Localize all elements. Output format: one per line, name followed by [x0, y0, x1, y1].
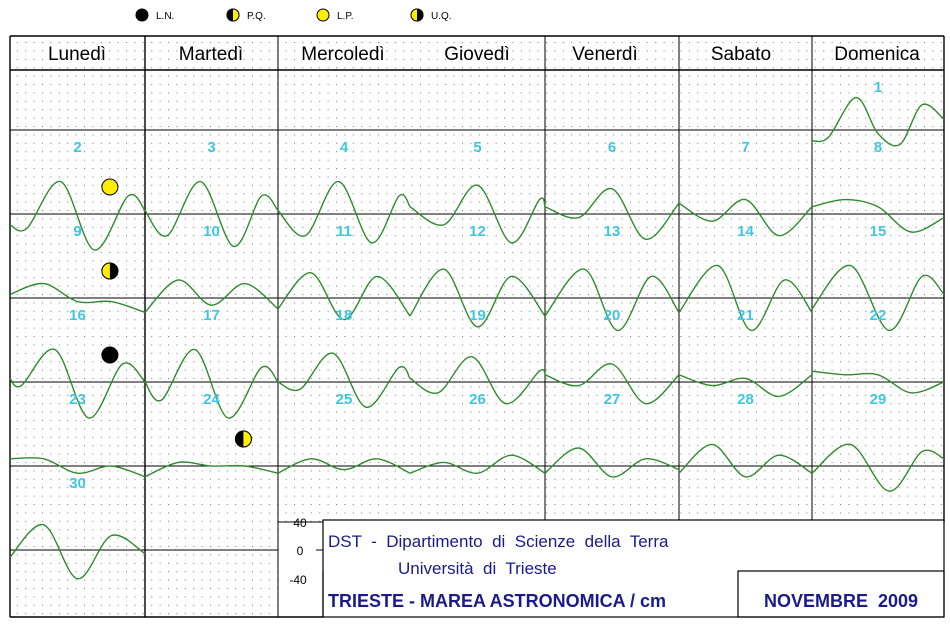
day-number-23: 23	[69, 391, 86, 408]
tide-curve-day-18	[277, 352, 411, 408]
weekday-venerdi: Venerdì	[572, 44, 638, 65]
tide-curve-day-14	[678, 264, 813, 332]
day-number-17: 17	[203, 307, 220, 324]
legend-label-last: U.Q.	[431, 11, 452, 22]
chart-title: TRIESTE - MAREA ASTRONOMICA / cm	[328, 591, 666, 611]
day-number-9: 9	[73, 223, 81, 240]
month-label: NOVEMBRE 2009	[764, 591, 918, 611]
day-number-6: 6	[608, 139, 616, 156]
tide-curve-day-9	[9, 282, 146, 314]
tide-curve-day-24	[144, 461, 279, 478]
day-number-24: 24	[203, 391, 220, 408]
tide-curve-day-29	[811, 443, 945, 492]
scale-label-top: 40	[293, 516, 307, 530]
day-number-2: 2	[73, 139, 81, 156]
tide-curve-day-19	[409, 356, 546, 405]
day-number-13: 13	[604, 223, 621, 240]
weekday-mercoledi: Mercoledì	[301, 44, 384, 65]
tide-curve-day-13	[544, 268, 680, 332]
tide-curve-day-30	[9, 524, 146, 580]
tide-curve-day-8	[811, 198, 945, 233]
moon-phase-day-24	[234, 430, 252, 448]
tide-curve-day-10	[144, 279, 279, 313]
day-number-3: 3	[207, 139, 215, 156]
tide-curve-day-3	[144, 180, 279, 248]
day-number-1: 1	[874, 79, 882, 96]
scale-label-mid: 0	[297, 544, 304, 558]
info-box: DST - Dipartimento di Scienze della Terr…	[322, 519, 945, 618]
moon-phase-markers	[101, 178, 252, 448]
day-number-20: 20	[604, 307, 621, 324]
day-number-7: 7	[741, 139, 749, 156]
day-number-8: 8	[874, 139, 882, 156]
tide-curve-day-11	[277, 272, 411, 321]
tide-curve-day-20	[544, 363, 680, 405]
day-number-4: 4	[340, 139, 349, 156]
day-number-29: 29	[870, 391, 887, 408]
dotted-grid-top	[10, 36, 944, 522]
tide-curve-day-5	[409, 184, 546, 244]
tide-curve-day-7	[678, 198, 813, 237]
day-number-5: 5	[473, 139, 481, 156]
day-number-10: 10	[203, 223, 220, 240]
day-number-15: 15	[870, 223, 887, 240]
day-number-25: 25	[336, 391, 353, 408]
day-number-19: 19	[469, 307, 486, 324]
weekday-giovedi: Giovedì	[444, 44, 509, 65]
university-name: Università di Trieste	[398, 559, 557, 578]
day-number-14: 14	[737, 223, 754, 240]
tide-curve-day-15	[811, 264, 945, 332]
calendar-grid	[9, 35, 945, 618]
tide-curve-day-1	[811, 96, 945, 147]
day-number-18: 18	[336, 307, 353, 324]
institution-name: DST - Dipartimento di Scienze della Terr…	[328, 532, 669, 551]
day-number-12: 12	[469, 223, 486, 240]
day-number-26: 26	[469, 391, 486, 408]
tide-curve-day-22	[811, 370, 945, 394]
day-number-30: 30	[69, 475, 86, 492]
weekday-header: Lunedì Martedì Mercoledì Giovedì Venerdì…	[48, 44, 920, 65]
legend-moon-last-icon	[410, 8, 424, 22]
moon-phase-day-9	[101, 262, 119, 280]
tide-curves	[9, 96, 945, 580]
day-number-16: 16	[69, 307, 86, 324]
tide-curve-day-16	[9, 348, 146, 419]
tide-curve-day-12	[409, 268, 546, 328]
scale-label-bottom: -40	[289, 573, 307, 587]
weekday-domenica: Domenica	[834, 44, 920, 65]
tide-curve-day-26	[409, 454, 546, 474]
weekday-lunedi: Lunedì	[48, 44, 106, 65]
day-number-21: 21	[737, 307, 754, 324]
legend-label-full: L.P.	[337, 11, 354, 22]
tide-curve-day-28	[678, 443, 813, 478]
legend-moon-first-icon	[226, 8, 240, 22]
moon-phase-day-2	[101, 178, 119, 196]
moon-phase-day-16	[101, 346, 119, 364]
day-number-11: 11	[336, 223, 352, 240]
weekday-sabato: Sabato	[711, 44, 771, 65]
tide-curve-day-21	[678, 374, 813, 398]
moon-legend: L.N. P.Q. L.P. U.Q.	[135, 8, 452, 22]
day-number-28: 28	[737, 391, 754, 408]
tide-curve-day-23	[9, 457, 146, 478]
tide-curve-day-27	[544, 447, 680, 478]
tide-curve-day-17	[144, 348, 279, 419]
amplitude-scale: 40 0 -40	[289, 516, 307, 587]
day-number-22: 22	[870, 307, 887, 324]
day-number-27: 27	[604, 391, 621, 408]
dotted-grid-bottom	[10, 522, 278, 617]
legend-moon-full-icon	[316, 8, 330, 22]
tide-curve-day-4	[277, 180, 411, 244]
legend-label-first: P.Q.	[247, 11, 266, 22]
legend-label-new: L.N.	[156, 11, 174, 22]
tide-curve-day-2	[9, 180, 146, 251]
tide-curve-day-25	[277, 458, 411, 474]
tide-curve-day-6	[544, 188, 680, 240]
legend-moon-new-icon	[135, 8, 149, 22]
weekday-martedi: Martedì	[179, 44, 243, 65]
